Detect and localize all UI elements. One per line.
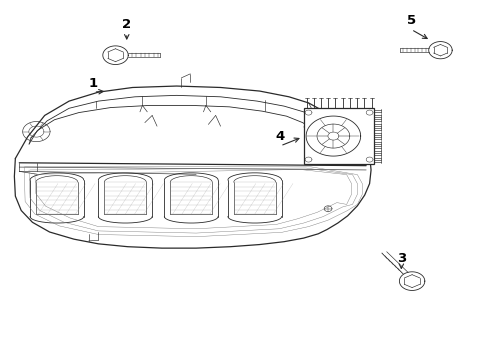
Text: 5: 5 <box>407 14 416 27</box>
Text: 2: 2 <box>122 18 131 31</box>
Text: 1: 1 <box>89 77 98 90</box>
Bar <box>304 108 374 164</box>
Text: 3: 3 <box>397 252 406 265</box>
Text: 4: 4 <box>275 130 285 144</box>
